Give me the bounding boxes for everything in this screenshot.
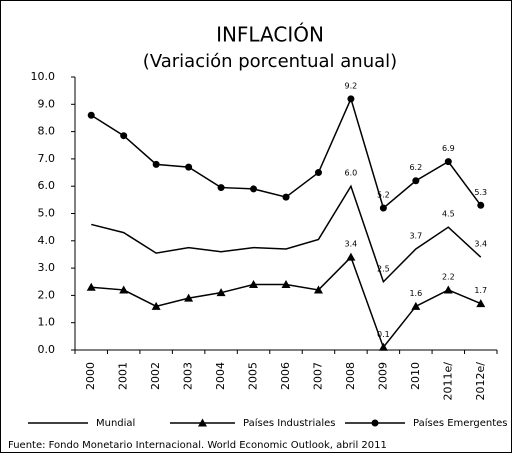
point-marker (184, 293, 194, 302)
x-tick-label: 2010 (409, 362, 422, 390)
x-tick-label: 2001 (117, 362, 130, 390)
legend-marker (371, 419, 379, 427)
point-marker (314, 169, 322, 177)
point-marker (281, 279, 291, 288)
point-marker (476, 299, 486, 308)
y-tick-label: 8.0 (38, 125, 56, 138)
point-marker (217, 184, 225, 192)
legend-label: Países Emergentes (413, 417, 508, 429)
y-tick-label: 5.0 (38, 207, 56, 220)
x-tick-label: 2005 (247, 362, 260, 390)
data-label: 5.2 (377, 191, 390, 200)
point-marker (477, 201, 485, 209)
point-marker (444, 158, 452, 166)
x-tick-label: 2002 (149, 362, 162, 390)
data-label: 3.4 (345, 240, 358, 249)
point-marker (346, 252, 356, 261)
point-marker (379, 204, 387, 212)
point-marker (119, 285, 129, 294)
data-label: 6.2 (409, 163, 422, 172)
chart-title: INFLACIÓN (216, 23, 324, 47)
point-marker (120, 132, 128, 140)
legend-label: Mundial (96, 418, 135, 429)
data-label: 4.5 (442, 210, 455, 219)
chart-subtitle: (Variación porcentual anual) (143, 51, 397, 72)
data-label: 9.2 (345, 81, 358, 90)
legend-marker (198, 418, 207, 427)
point-marker (87, 111, 95, 119)
point-marker (250, 185, 258, 193)
y-tick-label: 9.0 (38, 97, 56, 110)
point-marker (151, 301, 161, 310)
point-marker (249, 279, 259, 288)
data-label: 1.6 (409, 289, 422, 298)
point-marker (86, 282, 96, 291)
point-marker (282, 193, 290, 201)
data-label: 3.4 (474, 240, 487, 249)
point-marker (152, 160, 160, 168)
data-label: 0.1 (377, 330, 390, 339)
point-marker (443, 285, 453, 294)
data-label: 5.3 (474, 188, 487, 197)
legend-label: Países Industriales (243, 417, 336, 429)
x-tick-label: 2006 (279, 362, 292, 390)
y-tick-label: 7.0 (38, 152, 56, 165)
data-label: 6.9 (442, 144, 455, 153)
series-line (91, 184, 482, 284)
y-tick-label: 1.0 (38, 316, 56, 329)
y-tick-label: 10.0 (31, 70, 56, 83)
x-tick-label: 2008 (344, 362, 357, 390)
point-marker (412, 177, 420, 185)
data-label: 1.7 (474, 286, 487, 295)
point-marker (185, 163, 193, 171)
x-tick-label: 2004 (214, 362, 227, 390)
point-marker (378, 342, 388, 351)
point-marker (411, 301, 421, 310)
source-note: Fuente: Fondo Monetario Internacional. W… (8, 440, 387, 451)
x-tick-label: 2012e/ (474, 362, 487, 401)
x-tick-label: 2011e/ (441, 362, 454, 401)
point-marker (313, 285, 323, 294)
point-marker (347, 95, 355, 103)
x-tick-label: 2009 (376, 362, 389, 390)
y-tick-label: 6.0 (38, 179, 56, 192)
y-tick-label: 0.0 (38, 343, 56, 356)
data-label: 2.2 (442, 272, 455, 281)
x-tick-label: 2000 (84, 362, 97, 390)
data-label: 6.0 (345, 169, 358, 178)
data-label: 3.7 (409, 231, 422, 240)
x-tick-label: 2003 (182, 362, 195, 390)
y-tick-label: 3.0 (38, 261, 56, 274)
y-tick-label: 2.0 (38, 288, 56, 301)
data-label: 2.5 (377, 264, 390, 273)
point-marker (216, 288, 226, 297)
x-tick-label: 2007 (311, 362, 324, 390)
y-tick-label: 4.0 (38, 234, 56, 247)
